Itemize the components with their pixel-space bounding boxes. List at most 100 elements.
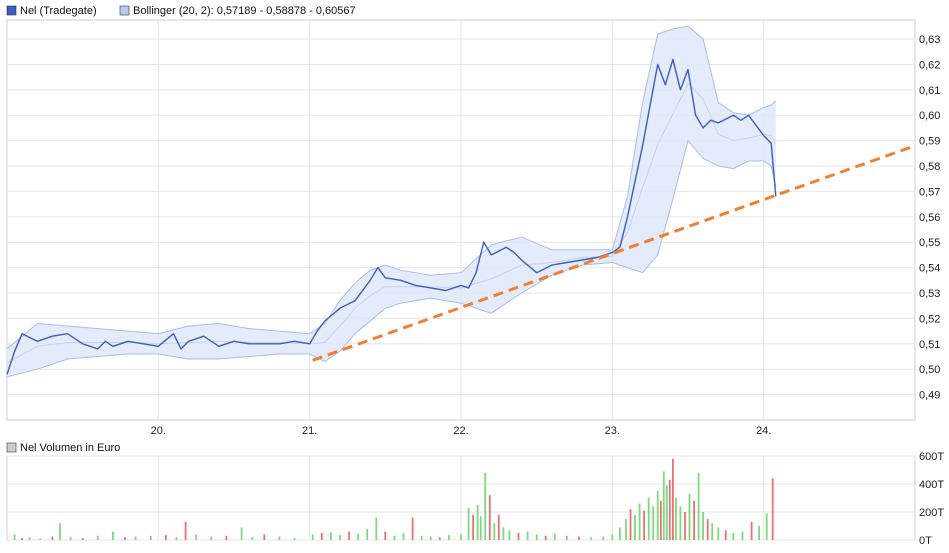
price-y-axis: 0,63 0,62 0,61 0,60 0,59 0,58 0,57 0,56 0,55 0,54… [919, 34, 940, 402]
volume-bar [659, 500, 662, 540]
volume-y-axis: 600T 400T 200T 0T [919, 451, 944, 547]
price-y-tick-label: 0,59 [919, 136, 940, 148]
volume-bar [765, 513, 768, 540]
volume-bar [566, 535, 568, 540]
volume-bar [448, 535, 450, 540]
volume-bar [311, 534, 314, 540]
volume-bar [320, 533, 323, 540]
volume-bar [134, 536, 137, 540]
volume-bar [684, 512, 686, 540]
volume-bar [460, 534, 462, 540]
price-plot: 0,63 0,62 0,61 0,60 0,59 0,58 0,57 0,56 0,55 0,54… [6, 19, 940, 437]
volume-bar [732, 533, 735, 540]
volume-bar [375, 517, 378, 540]
volume-bar [697, 472, 700, 540]
volume-bar [693, 500, 695, 540]
volume-bar [112, 531, 114, 540]
bollinger-upper-line [6, 25, 777, 350]
volume-bar [411, 517, 414, 540]
price-y-tick-label: 0,50 [919, 364, 940, 376]
volume-bar [679, 506, 682, 540]
volume-y-tick-label: 400T [919, 479, 944, 491]
price-x-tick-label: 23. [605, 425, 620, 437]
volume-bar [652, 506, 655, 540]
volume-bar [420, 535, 423, 540]
bollinger-bands [6, 25, 777, 378]
volume-bar [717, 527, 720, 540]
legend-swatch-bollinger [119, 5, 130, 16]
legend-swatch-price [6, 5, 17, 16]
volume-bar [758, 526, 760, 540]
volume-bar [293, 537, 296, 540]
price-y-tick-label: 0,52 [919, 313, 940, 325]
volume-bar [348, 531, 350, 540]
volume-bar [665, 485, 668, 540]
volume-bar [493, 523, 496, 540]
volume-bar [702, 512, 704, 540]
volume-bar [656, 491, 659, 540]
volume-bar [429, 536, 432, 540]
price-y-tick-label: 0,51 [919, 339, 940, 351]
bollinger-fill [7, 26, 776, 377]
volume-bar [59, 523, 61, 540]
volume-bar [619, 527, 621, 540]
volume-bar [96, 535, 99, 540]
volume-bar [366, 528, 369, 540]
volume-bar [484, 472, 487, 540]
volume-bar [384, 531, 387, 540]
price-x-tick-label: 21. [302, 425, 317, 437]
volume-bar [479, 516, 482, 540]
volume-bars [13, 458, 774, 540]
volume-bar [724, 530, 727, 540]
volume-bar [402, 533, 405, 540]
volume-bar [184, 521, 187, 540]
price-series [6, 58, 777, 375]
volume-bar [625, 519, 627, 540]
volume-bar [263, 534, 266, 540]
price-y-tick-label: 0,55 [919, 237, 940, 249]
price-x-axis: 20. 21. 22. 23. 24. [151, 425, 772, 437]
price-y-tick-label: 0,54 [919, 263, 940, 275]
volume-bar [662, 471, 665, 540]
price-y-tick-label: 0,56 [919, 212, 940, 224]
price-x-tick-label: 24. [756, 425, 771, 437]
price-line [6, 58, 777, 375]
volume-bar [553, 533, 556, 540]
volume-bar [647, 498, 650, 540]
price-x-tick-label: 20. [151, 425, 166, 437]
volume-legend: Nel Volumen in Euro [6, 442, 120, 454]
volume-bar [750, 521, 753, 540]
bollinger-middle-line [6, 82, 777, 364]
volume-bar [741, 531, 744, 540]
price-y-tick-label: 0,62 [919, 59, 940, 71]
volume-bar [149, 535, 152, 540]
volume-bar [643, 510, 645, 540]
price-y-tick-label: 0,63 [919, 34, 940, 46]
volume-bar [629, 509, 632, 540]
volume-bar [675, 498, 677, 540]
volume-bar [602, 536, 605, 540]
volume-bar [339, 535, 341, 540]
volume-bar [393, 535, 396, 540]
bollinger-lower-line [6, 139, 777, 378]
trendline-dashed [312, 144, 916, 362]
volume-bar [240, 527, 243, 540]
price-grid [7, 20, 915, 420]
volume-bar [39, 538, 42, 540]
trendline [312, 144, 916, 362]
price-legend: Nel (Tradegate) Bollinger (20, 2): 0,571… [6, 5, 356, 17]
volume-bar [69, 537, 72, 540]
volume-bar [175, 537, 178, 540]
legend-label-volume: Nel Volumen in Euro [20, 442, 120, 454]
volume-bar [438, 537, 441, 540]
volume-bar [590, 537, 592, 540]
volume-bar [165, 535, 167, 540]
volume-y-tick-label: 600T [919, 451, 944, 463]
volume-bar [467, 507, 470, 540]
volume-bar [535, 534, 538, 540]
volume-bar [668, 479, 671, 540]
volume-y-tick-label: 200T [919, 507, 944, 519]
price-y-tick-label: 0,57 [919, 186, 940, 198]
price-y-tick-label: 0,49 [919, 390, 940, 402]
volume-bar [472, 514, 474, 540]
